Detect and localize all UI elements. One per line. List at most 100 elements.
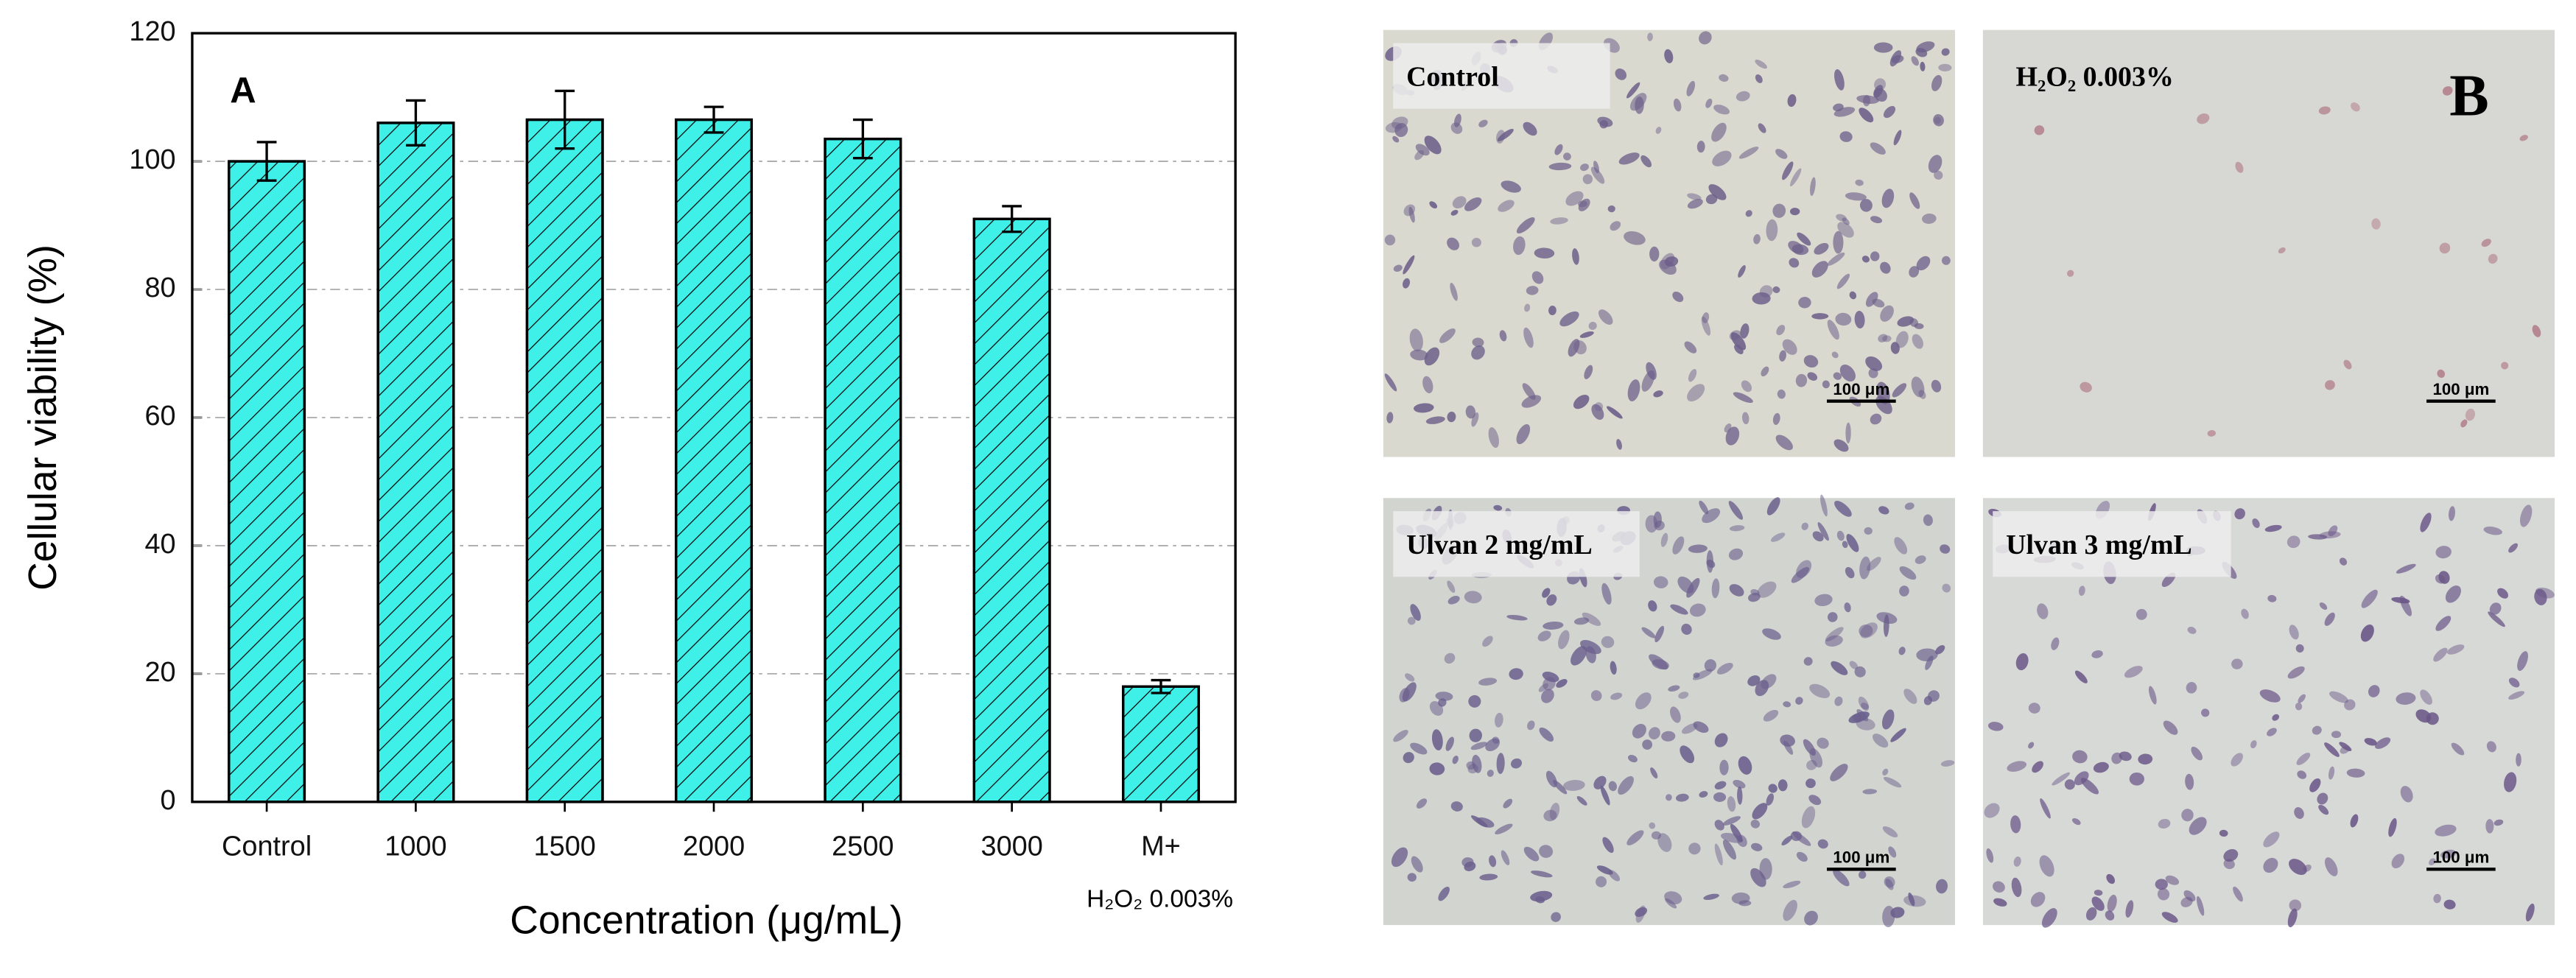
cell: [1516, 217, 1535, 234]
micrograph: Ulvan 2 mg/mL 100 μm: [1383, 494, 1955, 928]
cell: [1479, 873, 1498, 881]
cell: [2234, 508, 2245, 520]
cell: [1751, 842, 1763, 851]
cell: [1716, 663, 1733, 675]
cell: [1509, 668, 1523, 680]
cell: [1873, 42, 1893, 53]
cell: [2231, 753, 2243, 767]
cell: [2451, 742, 2465, 756]
cell: [2135, 608, 2147, 620]
cell: [2433, 647, 2448, 662]
x-tick-label: 1000: [385, 831, 446, 862]
cell: [1450, 122, 1463, 134]
cell: [1766, 219, 1778, 242]
cell: [1548, 306, 1557, 316]
cell: [1839, 365, 1856, 382]
cell: [2297, 770, 2307, 779]
cell: [1942, 256, 1951, 265]
cell: [1527, 720, 1535, 731]
cell: [1795, 697, 1803, 705]
cell: [2351, 102, 2360, 112]
cell: [1728, 501, 1744, 520]
cell: [1916, 256, 1931, 271]
cell: [1602, 837, 1614, 854]
cell: [2028, 742, 2035, 749]
cell: [1641, 370, 1655, 392]
cell: [1872, 734, 1889, 748]
cell: [1833, 231, 1844, 254]
error-bar: [703, 105, 724, 134]
y-tick-label: 60: [144, 401, 175, 432]
cell: [1410, 349, 1428, 361]
cell: [1706, 550, 1713, 573]
cell: [1711, 122, 1727, 142]
cell: [1435, 692, 1453, 701]
cell: [1521, 395, 1542, 408]
cell: [1559, 311, 1579, 327]
cell: [2235, 161, 2244, 173]
cell: [2124, 666, 2143, 678]
cell: [1789, 258, 1800, 268]
cell: [1940, 544, 1951, 554]
cell: [1849, 291, 1857, 300]
cell: [1513, 236, 1526, 256]
cell: [2368, 685, 2380, 697]
cell: [2180, 896, 2193, 907]
cell: [1708, 184, 1727, 200]
cell: [1733, 392, 1753, 404]
cell: [1648, 600, 1657, 612]
cell: [2051, 637, 2060, 650]
cell: [1882, 905, 1895, 928]
cell: [1759, 285, 1773, 298]
cell: [1549, 803, 1560, 820]
cell: [1649, 822, 1656, 829]
cell: [1678, 692, 1689, 699]
cell: [1730, 823, 1743, 842]
cell: [2181, 809, 2194, 822]
cell: [1452, 196, 1467, 209]
cell: [1836, 530, 1845, 541]
cell: [2343, 359, 2352, 370]
cell: [1405, 673, 1415, 682]
cell: [1701, 316, 1711, 336]
cell: [1588, 321, 1597, 330]
cell: [2041, 908, 2057, 928]
cell: [1450, 282, 1458, 301]
cell: [1699, 31, 1712, 45]
cell: [1882, 335, 1892, 342]
category-note: H₂O₂ 0.003%: [1087, 886, 1233, 913]
cell: [1675, 793, 1689, 802]
cell: [1878, 334, 1888, 342]
cell: [2435, 824, 2457, 837]
cell: [1600, 785, 1610, 806]
cell: [1655, 127, 1662, 134]
panel-label: A: [230, 71, 256, 110]
cell: [1411, 856, 1423, 873]
cell: [1787, 94, 1797, 108]
cell: [1884, 876, 1895, 888]
cell: [1790, 208, 1800, 216]
cell: [1936, 879, 1948, 894]
cell: [2328, 766, 2335, 780]
cell: [1742, 412, 1749, 425]
cell: [2517, 651, 2528, 671]
cell: [1931, 74, 1942, 91]
cell: [1727, 796, 1736, 812]
cell: [1762, 628, 1781, 640]
cell: [1810, 177, 1816, 197]
cell: [2371, 218, 2381, 230]
cell: [1911, 376, 1925, 398]
cell: [1922, 214, 1937, 224]
cell: [1895, 331, 1909, 348]
cell: [1772, 412, 1780, 425]
cell: [1618, 152, 1640, 165]
cell: [1827, 252, 1845, 266]
cell: [1534, 247, 1555, 259]
cell: [1846, 534, 1859, 552]
cell: [1734, 344, 1744, 354]
x-tick-label: 1500: [534, 831, 596, 862]
cell: [1461, 857, 1474, 868]
error-bar: [1002, 205, 1022, 233]
cell: [2439, 242, 2451, 254]
